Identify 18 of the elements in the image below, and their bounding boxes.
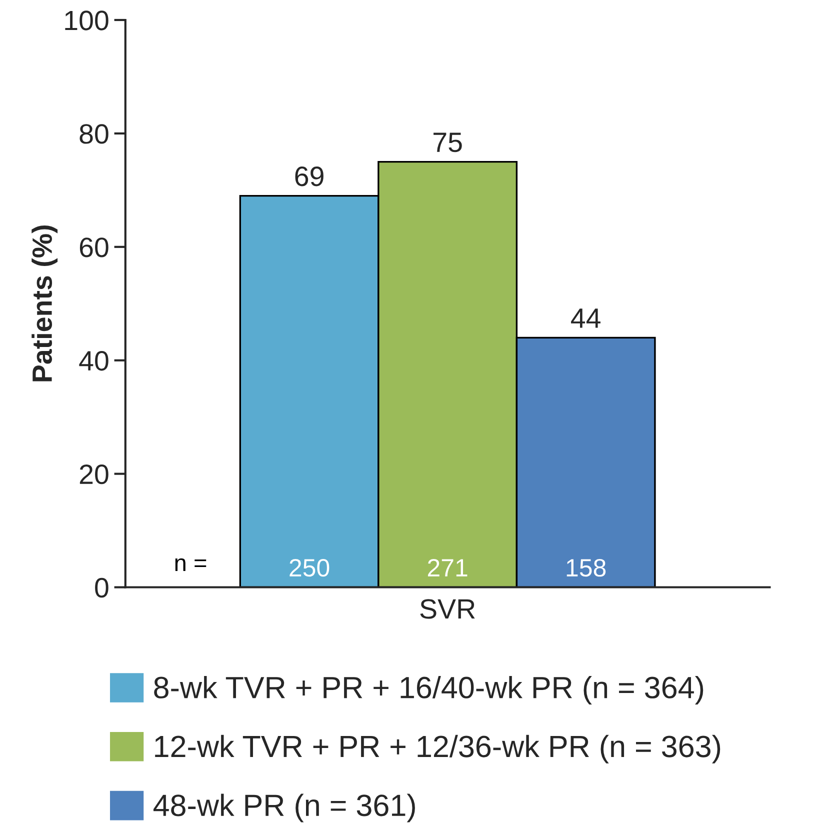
legend-label: 48-wk PR (n = 361) [153, 794, 415, 822]
annotation: 271 [428, 558, 468, 576]
legend-label: 12-wk TVR + PR + 12/36-wk PR (n = 363) [155, 734, 720, 764]
data-label: 69 [295, 166, 324, 186]
x-tick-label: SVR [420, 599, 475, 619]
y-axis-title: Patients (%) [32, 226, 58, 382]
annotation: 158 [566, 558, 606, 577]
y-tick-label: 80 [80, 124, 108, 144]
legend-label: 8-wk TVR + PR + 16/40-wk PR (n = 364) [154, 676, 704, 704]
data-label: 44 [571, 308, 600, 328]
y-tick-label: 60 [80, 238, 108, 258]
y-tick-label: 20 [80, 464, 108, 484]
annotation: 250 [290, 558, 330, 577]
data-label: 75 [434, 132, 462, 152]
y-tick-label: 40 [79, 351, 108, 371]
y-tick-label: 100 [65, 10, 108, 30]
y-tick-label: 0 [95, 578, 108, 598]
annotation: n = [175, 558, 206, 572]
